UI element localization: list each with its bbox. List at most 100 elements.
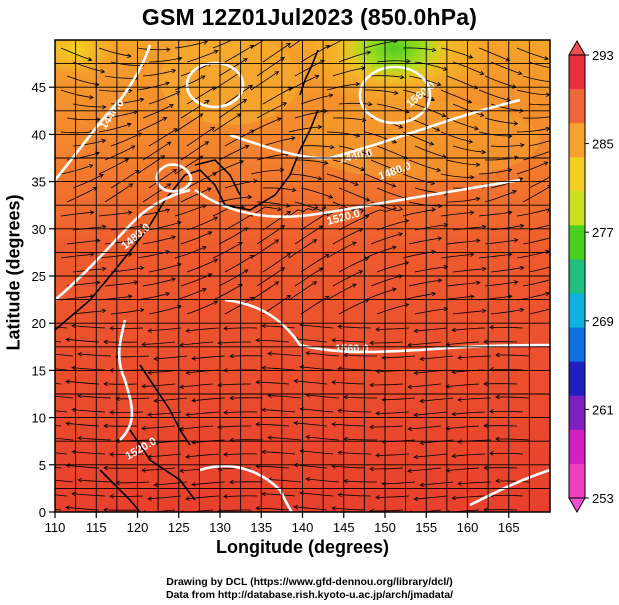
streamline-arrow <box>127 53 132 59</box>
streamline-arrow <box>280 167 285 173</box>
streamline <box>55 494 68 497</box>
streamline-arrow <box>329 144 335 150</box>
streamline <box>72 493 106 497</box>
streamline <box>72 409 106 413</box>
streamline-arrow <box>544 56 549 61</box>
streamline-arrow <box>314 74 320 79</box>
streamline-arrow <box>413 328 418 334</box>
colorbar-tick-label: 293 <box>592 48 614 63</box>
streamline-arrow <box>312 239 318 244</box>
streamline-arrow <box>185 496 190 501</box>
streamline-arrow <box>419 356 424 362</box>
y-tick-label: 20 <box>32 316 46 331</box>
streamline-arrow <box>286 253 291 258</box>
streamline-arrow <box>34 449 38 453</box>
streamline-arrow <box>457 355 462 360</box>
streamline <box>452 495 486 499</box>
streamline-arrow <box>337 408 342 414</box>
streamline-arrow <box>365 197 371 202</box>
streamline <box>186 495 220 500</box>
streamline <box>300 366 334 371</box>
streamline <box>294 422 328 427</box>
streamline <box>256 153 290 161</box>
streamline <box>300 408 334 413</box>
streamline-arrow <box>457 481 462 486</box>
streamline <box>250 40 265 49</box>
colorbar-tick-label: 269 <box>592 314 614 329</box>
streamline <box>300 45 330 63</box>
streamline <box>66 338 100 343</box>
streamline-arrow <box>71 407 76 413</box>
streamline-arrow <box>399 74 405 80</box>
streamline-arrow <box>244 144 250 149</box>
streamline-arrow <box>551 278 555 282</box>
streamline-arrow <box>103 465 108 471</box>
streamline-arrow <box>557 137 561 141</box>
colorbar-frame <box>568 54 586 499</box>
streamline <box>218 99 247 119</box>
streamline-arrow <box>369 382 374 388</box>
streamline <box>490 61 522 75</box>
streamline-arrow <box>287 87 293 92</box>
streamline-arrow <box>331 506 336 511</box>
streamline <box>174 155 203 175</box>
streamline <box>414 61 448 71</box>
chart-title: GSM 12Z01Jul2023 (850.0hPa) <box>141 4 478 30</box>
streamline-arrow <box>276 117 282 122</box>
streamline <box>180 425 214 430</box>
streamline <box>55 410 68 413</box>
streamline <box>446 197 480 203</box>
streamline-arrow <box>375 327 380 332</box>
streamline-arrow <box>381 481 386 487</box>
streamline-arrow <box>475 196 481 202</box>
streamline <box>516 127 550 133</box>
streamline <box>72 325 106 329</box>
streamline-arrow <box>71 365 76 371</box>
y-tick-label: 30 <box>32 222 46 237</box>
streamline-arrow <box>392 139 397 144</box>
x-tick-label: 145 <box>333 520 355 535</box>
streamline <box>528 266 550 273</box>
streamline-arrow <box>255 379 260 385</box>
streamline-arrow <box>223 452 228 457</box>
streamline-arrow <box>109 326 114 331</box>
streamline-arrow <box>103 423 108 429</box>
streamline-arrow <box>267 435 272 440</box>
colorbar: 293 285 277 269 261 253 <box>568 39 614 514</box>
streamline <box>420 481 454 486</box>
streamline-arrow <box>392 205 397 210</box>
streamline-arrow <box>275 30 279 34</box>
streamline-arrow <box>88 164 94 169</box>
streamline-arrow <box>375 411 380 416</box>
streamline <box>364 173 396 187</box>
streamline-arrow <box>469 210 475 215</box>
streamline-arrow <box>557 305 561 309</box>
streamline-arrow <box>479 112 485 117</box>
streamline <box>294 506 328 511</box>
streamline <box>306 478 340 483</box>
streamline-arrow <box>147 412 152 417</box>
streamline <box>154 355 188 360</box>
streamline-arrow <box>398 232 404 237</box>
streamline-arrow <box>431 207 437 212</box>
streamline-arrow <box>519 223 525 229</box>
streamline-arrow <box>65 463 70 468</box>
colorbar-segment <box>569 89 585 124</box>
streamline <box>446 159 480 166</box>
streamline <box>490 309 524 315</box>
streamline-arrow <box>431 249 437 255</box>
streamline-arrow <box>413 370 418 376</box>
streamline <box>142 278 176 287</box>
streamline-arrow <box>171 277 176 282</box>
streamline <box>229 481 264 483</box>
streamline-arrow <box>201 246 207 251</box>
streamline <box>452 453 486 457</box>
streamline <box>364 40 398 49</box>
streamline <box>142 236 176 245</box>
streamline-arrow <box>375 495 380 500</box>
streamline <box>414 103 446 117</box>
streamline-arrow <box>213 216 219 221</box>
streamline-arrow <box>191 482 196 487</box>
streamline <box>55 395 74 399</box>
streamline-arrow <box>361 66 366 71</box>
